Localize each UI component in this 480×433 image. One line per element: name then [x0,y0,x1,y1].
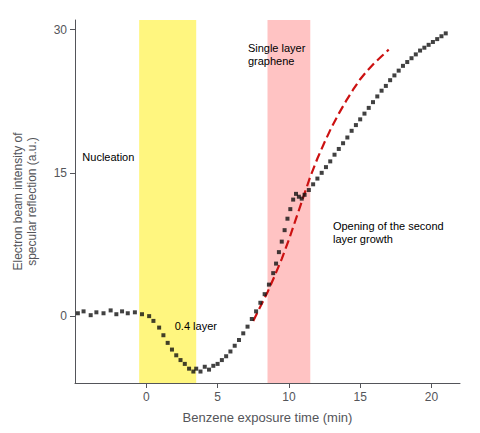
svg-text:15: 15 [354,390,368,404]
svg-text:30: 30 [54,23,68,37]
svg-text:specular reflection (a.u.): specular reflection (a.u.) [25,137,39,266]
svg-text:15: 15 [54,166,68,180]
svg-text:0: 0 [143,390,150,404]
svg-text:Electron beam intensity of: Electron beam intensity of [11,132,25,271]
svg-text:Opening of the second: Opening of the second [333,220,444,232]
svg-text:0: 0 [60,309,67,323]
svg-text:20: 20 [425,390,439,404]
svg-text:0.4 layer: 0.4 layer [175,320,218,332]
svg-text:Benzene exposure time (min): Benzene exposure time (min) [183,410,353,425]
svg-text:5: 5 [214,390,221,404]
svg-text:graphene: graphene [248,55,295,67]
svg-text:10: 10 [282,390,296,404]
svg-text:Single layer: Single layer [248,42,306,54]
svg-text:layer growth: layer growth [333,233,393,245]
svg-text:Nucleation: Nucleation [82,151,134,163]
